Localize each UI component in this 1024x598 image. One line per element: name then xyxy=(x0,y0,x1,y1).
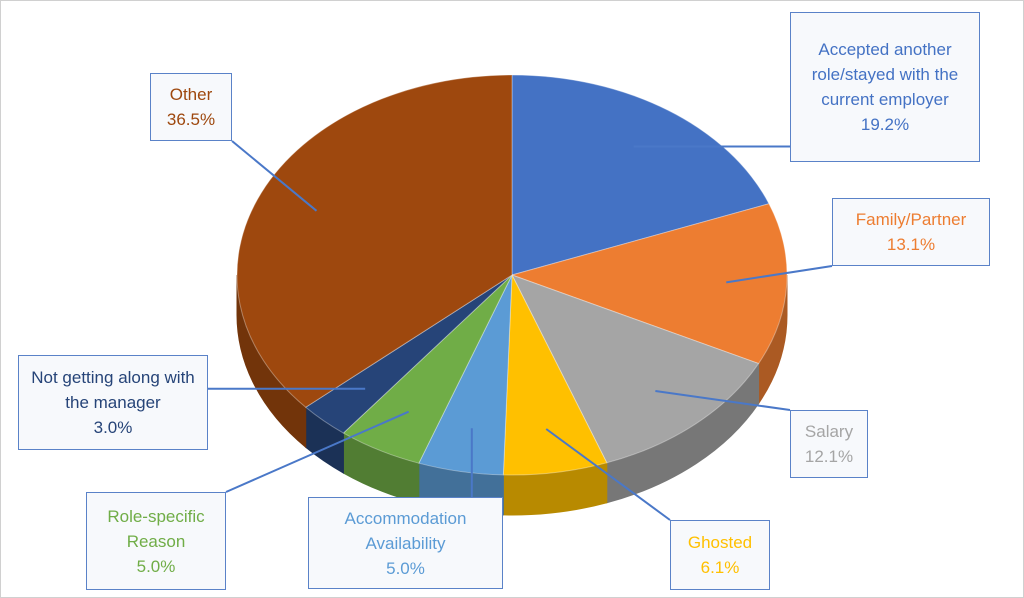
leader-line xyxy=(225,410,410,493)
category-name: Not getting along with the manager xyxy=(31,368,195,412)
value-label: 36.5% xyxy=(166,110,216,129)
value-label: 5.0% xyxy=(386,558,425,578)
value-label: 13.1% xyxy=(886,235,936,254)
category-name: Role-specific Reason xyxy=(107,506,205,551)
data-label: Role-specific Reason 5.0% xyxy=(86,492,226,590)
data-label: Accepted another role/stayed with the cu… xyxy=(790,12,980,162)
category-name: Accepted another role/stayed with the cu… xyxy=(811,40,959,109)
data-label: Salary 12.1% xyxy=(790,410,868,478)
category-name: Accommodation Availability xyxy=(344,508,467,553)
data-label: Accommodation Availability 5.0% xyxy=(308,497,503,589)
slice xyxy=(510,274,760,464)
value-label: 19.2% xyxy=(860,115,910,134)
value-label: 5.0% xyxy=(136,556,176,576)
data-label: Ghosted 6.1% xyxy=(670,520,770,590)
category-name: Other xyxy=(169,85,213,104)
leader-line xyxy=(231,140,318,212)
leader-line xyxy=(655,390,791,411)
slice xyxy=(304,274,513,434)
slice xyxy=(511,74,770,276)
leader-line xyxy=(726,265,833,284)
slice xyxy=(236,74,513,408)
category-name: Salary xyxy=(804,422,854,441)
value-label: 12.1% xyxy=(804,447,854,466)
leader-line xyxy=(545,428,671,521)
data-label: Other 36.5% xyxy=(150,73,232,141)
category-name: Ghosted xyxy=(687,533,753,552)
value-label: 6.1% xyxy=(700,558,740,577)
slice xyxy=(342,274,513,464)
data-label: Family/Partner 13.1% xyxy=(832,198,990,266)
data-label: Not getting along with the manager 3.0% xyxy=(18,355,208,450)
value-label: 3.0% xyxy=(93,418,133,437)
category-name: Family/Partner xyxy=(855,210,967,229)
slice xyxy=(418,274,513,476)
slice xyxy=(510,203,788,365)
slice xyxy=(502,273,608,476)
